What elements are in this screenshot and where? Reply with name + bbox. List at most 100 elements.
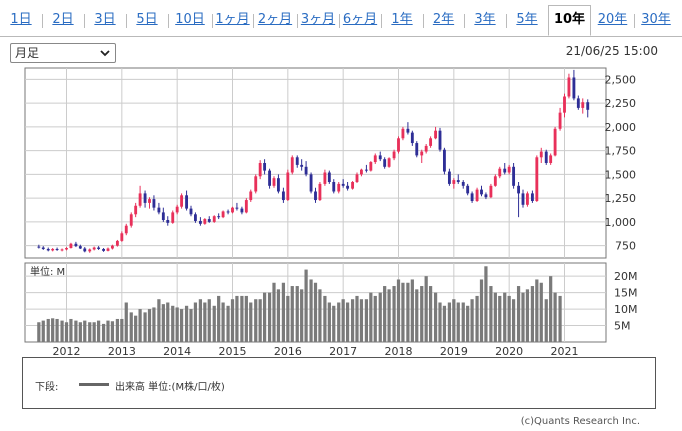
volume-tick-label: 20M [614, 270, 638, 283]
interval-select[interactable]: 月足 [10, 43, 116, 63]
tab-5[interactable]: 1ヶ月 [215, 12, 250, 27]
tab-14[interactable]: 20年 [597, 12, 628, 27]
volume-bar [152, 307, 156, 342]
volume-bar [212, 305, 216, 342]
candle-body [355, 174, 359, 182]
legend-line [79, 383, 109, 386]
candle-body [231, 207, 234, 213]
candle-body [180, 195, 184, 207]
candle-body [217, 216, 221, 218]
candle-body [452, 180, 456, 184]
candle-body [152, 199, 156, 208]
tab-10[interactable]: 2年 [432, 12, 455, 27]
tab-12[interactable]: 5年 [516, 12, 538, 27]
candle-body [567, 77, 571, 97]
tab-0[interactable]: 1日 [10, 12, 32, 27]
volume-bar [129, 312, 133, 342]
timestamp: 21/06/25 15:00 [565, 44, 658, 58]
candle-body [553, 128, 557, 156]
volume-tick-label: 5M [614, 320, 631, 333]
candle-body [530, 193, 534, 201]
candle-body [397, 138, 400, 152]
tab-9[interactable]: 1年 [391, 12, 413, 27]
candle-body [185, 195, 189, 209]
candle-body [581, 102, 585, 108]
price-frame [24, 67, 607, 259]
candle-body [106, 248, 110, 251]
candle-body [148, 199, 151, 203]
volume-bar [217, 295, 221, 342]
volume-bar [332, 305, 336, 342]
tab-13[interactable]: 10年 [548, 5, 591, 36]
candle-body [572, 77, 576, 99]
volume-bar [309, 279, 313, 342]
tab-separator [634, 14, 635, 28]
volume-bar [475, 295, 479, 342]
volume-bar [55, 318, 59, 342]
volume-bar [484, 266, 488, 342]
interval-select-value: 月足 [15, 46, 40, 60]
volume-bar [392, 286, 396, 342]
volume-tick-label: 10M [614, 303, 638, 316]
volume-bar [479, 279, 484, 342]
candle-body [314, 191, 317, 201]
volume-bar [96, 320, 101, 342]
volume-bar [64, 322, 69, 342]
tab-6[interactable]: 2ヶ月 [257, 12, 293, 27]
volume-bar [341, 299, 345, 342]
volume-bar [383, 286, 387, 342]
candle-body [507, 166, 511, 173]
tab-2[interactable]: 3日 [94, 12, 116, 27]
stock-chart: 2,500 2,250 2,000 1,750 1,500 1,250 1,000 750 20… [24, 67, 638, 356]
tab-separator [423, 14, 424, 28]
legend-label: 下段: [35, 382, 59, 393]
tab-11[interactable]: 3年 [474, 12, 496, 27]
volume-bar [313, 282, 318, 342]
candle-body [83, 248, 87, 252]
candle-body [157, 207, 161, 213]
candle-body [521, 193, 525, 205]
volume-bar [249, 302, 253, 342]
tab-15[interactable]: 30年 [641, 12, 671, 27]
volume-bar [41, 320, 45, 342]
volume-bar [558, 295, 562, 342]
volume-bar [166, 302, 170, 342]
volume-bar [442, 305, 447, 342]
tab-separator [84, 14, 85, 28]
volume-bar [143, 312, 147, 342]
tab-4[interactable]: 10日 [175, 12, 205, 27]
volume-bar [92, 322, 96, 342]
x-tick-label: 2019 [440, 345, 468, 356]
candle-body [120, 233, 124, 241]
tab-1[interactable]: 2日 [52, 12, 74, 27]
tab-separator [464, 14, 465, 28]
tab-7[interactable]: 3ヶ月 [300, 12, 336, 27]
tab-3[interactable]: 5日 [136, 12, 158, 27]
volume-bar [157, 299, 161, 342]
candle-body [544, 151, 548, 163]
volume-bar [337, 302, 341, 342]
volume-bar [535, 279, 539, 342]
candle-body [373, 155, 377, 163]
volume-bar [235, 295, 239, 342]
x-tick-label: 2012 [53, 345, 81, 356]
volume-bar [147, 309, 152, 342]
candle-body [166, 220, 170, 223]
volume-bar [244, 295, 248, 342]
candle-body [78, 246, 82, 249]
volume-bar [37, 322, 41, 342]
candle-body [318, 183, 322, 201]
volume-bar [78, 322, 82, 342]
volume-bar [373, 295, 377, 342]
volume-bar [420, 286, 424, 342]
volume-bar [101, 323, 106, 342]
tab-8[interactable]: 6ヶ月 [342, 12, 378, 27]
volume-bar [466, 305, 470, 342]
x-tick-label: 2021 [551, 345, 579, 356]
candle-body [337, 183, 341, 192]
candle-body [539, 151, 543, 158]
candle-body [401, 128, 405, 139]
candle-body [198, 220, 202, 224]
candle-body [41, 247, 45, 249]
volume-bar [438, 302, 442, 342]
